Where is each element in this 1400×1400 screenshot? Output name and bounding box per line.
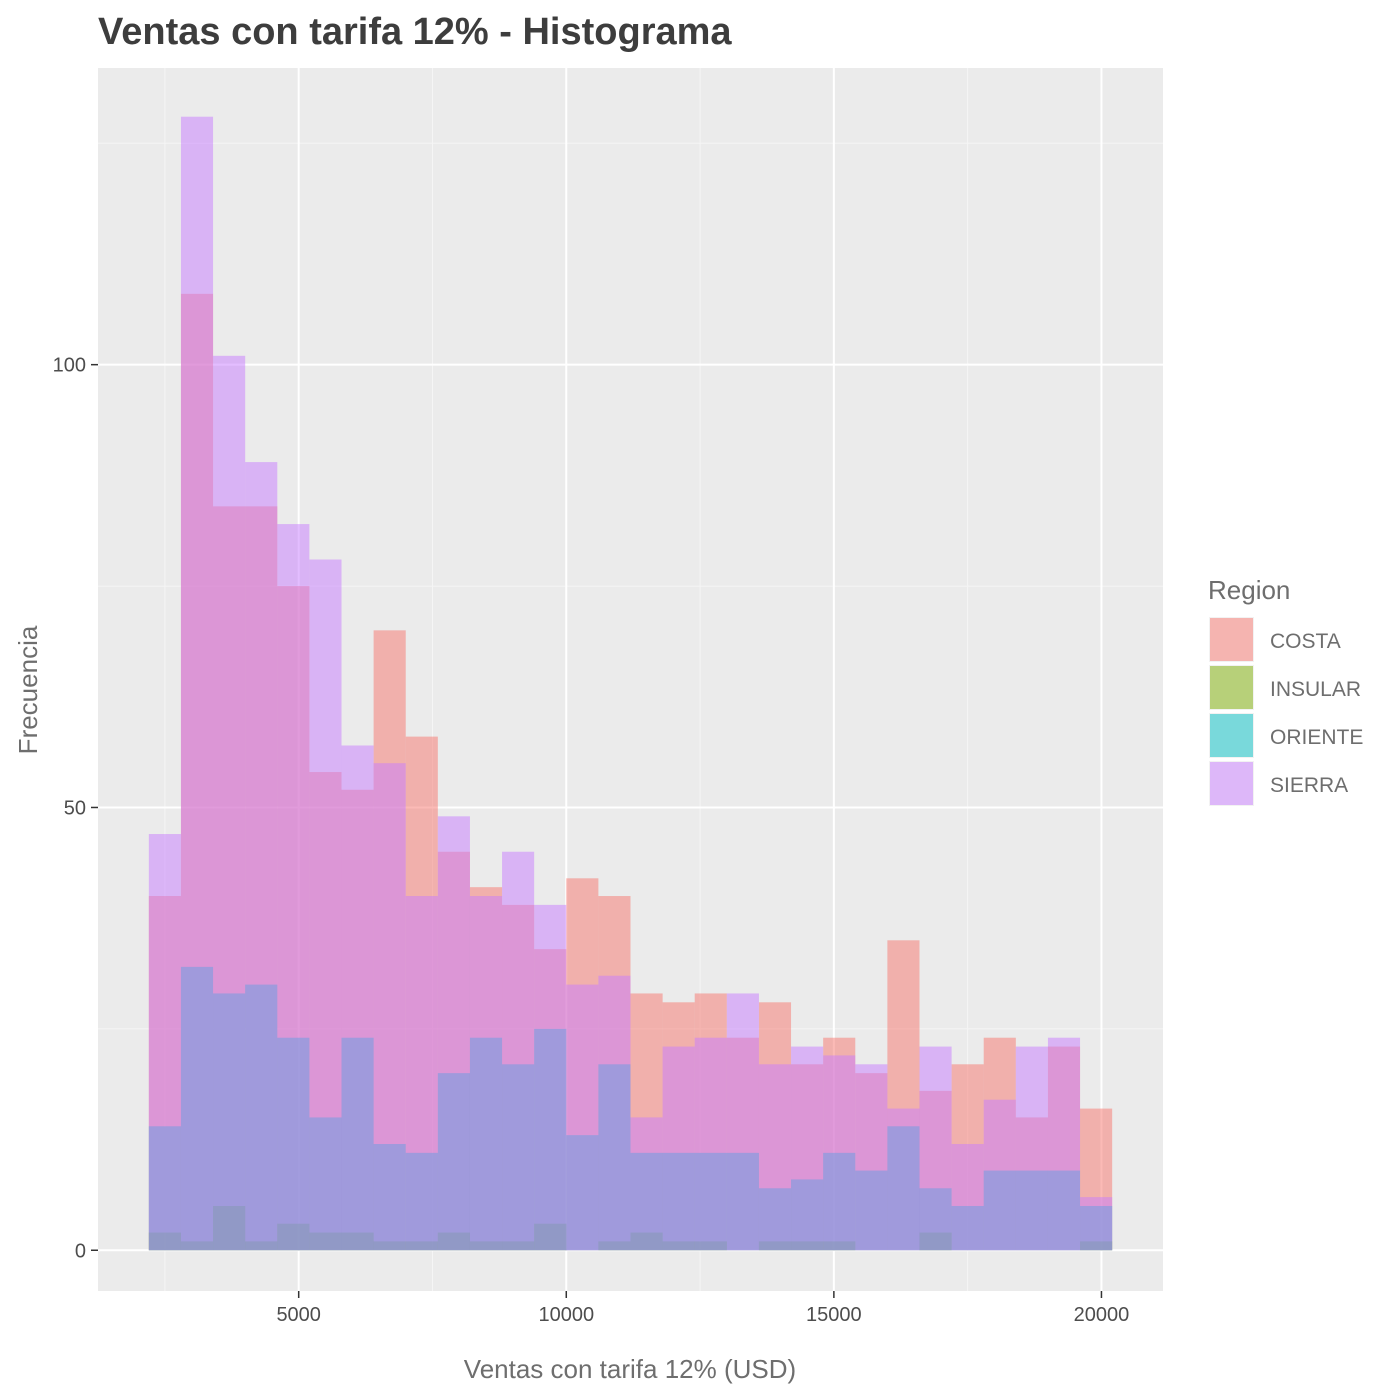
legend-label-oriente: ORIENTE — [1270, 726, 1363, 749]
bar-sierra — [309, 559, 342, 1251]
bar-sierra — [983, 1099, 1016, 1251]
bar-sierra — [823, 1055, 856, 1251]
bar-sierra — [502, 851, 535, 1251]
bar-sierra — [1080, 1197, 1113, 1251]
y-tick-label: 0 — [75, 1240, 86, 1262]
legend-title: Region — [1208, 575, 1290, 605]
legend-label-insular: INSULAR — [1270, 678, 1361, 701]
bar-sierra — [180, 116, 214, 1251]
bar-sierra — [405, 896, 438, 1251]
bar-sierra — [887, 1108, 920, 1251]
legend-key-sierra — [1210, 762, 1253, 805]
x-tick-label: 10000 — [538, 1304, 594, 1326]
x-tick-label: 20000 — [1074, 1304, 1130, 1326]
y-axis: 0 50 100 — [53, 355, 98, 1262]
x-axis-title: Ventas con tarifa 12% (USD) — [464, 1354, 796, 1384]
x-tick-label: 15000 — [806, 1304, 862, 1326]
bar-sierra — [245, 462, 278, 1251]
bar-sierra — [534, 904, 567, 1251]
legend-key-oriente — [1210, 714, 1253, 757]
bar-sierra — [341, 745, 374, 1251]
legend-key-insular — [1210, 666, 1253, 709]
bar-sierra — [630, 1117, 663, 1251]
histogram-bars — [148, 116, 1113, 1251]
chart-title: Ventas con tarifa 12% - Histograma — [98, 11, 732, 53]
bar-sierra — [277, 524, 310, 1251]
bar-sierra — [213, 355, 246, 1251]
bar-sierra — [148, 834, 181, 1251]
legend: Region COSTA INSULAR ORIENTE SIERRA — [1208, 575, 1363, 806]
bar-sierra — [791, 1046, 824, 1251]
series-sierra — [148, 116, 1113, 1251]
legend-label-sierra: SIERRA — [1270, 774, 1348, 797]
bar-sierra — [855, 1064, 888, 1251]
x-axis: 5000 10000 15000 20000 — [276, 1291, 1129, 1326]
bar-sierra — [469, 896, 503, 1251]
y-tick-label: 50 — [64, 797, 86, 819]
bar-sierra — [694, 1037, 727, 1251]
bar-sierra — [726, 993, 759, 1251]
minor-gridlines — [98, 68, 1163, 1291]
y-tick-label: 100 — [53, 355, 86, 377]
legend-label-costa: COSTA — [1270, 630, 1341, 653]
bar-sierra — [758, 1064, 792, 1251]
legend-key-costa — [1210, 618, 1253, 661]
bar-sierra — [566, 984, 599, 1251]
bar-sierra — [1047, 1037, 1081, 1251]
bar-sierra — [919, 1046, 952, 1251]
bar-sierra — [437, 816, 470, 1251]
bar-sierra — [373, 763, 406, 1251]
bar-sierra — [951, 1143, 984, 1251]
y-axis-title: Frecuencia — [13, 625, 43, 754]
bar-sierra — [598, 975, 631, 1251]
bar-sierra — [662, 1046, 695, 1251]
x-tick-label: 5000 — [276, 1304, 321, 1326]
bar-sierra — [1015, 1046, 1048, 1251]
